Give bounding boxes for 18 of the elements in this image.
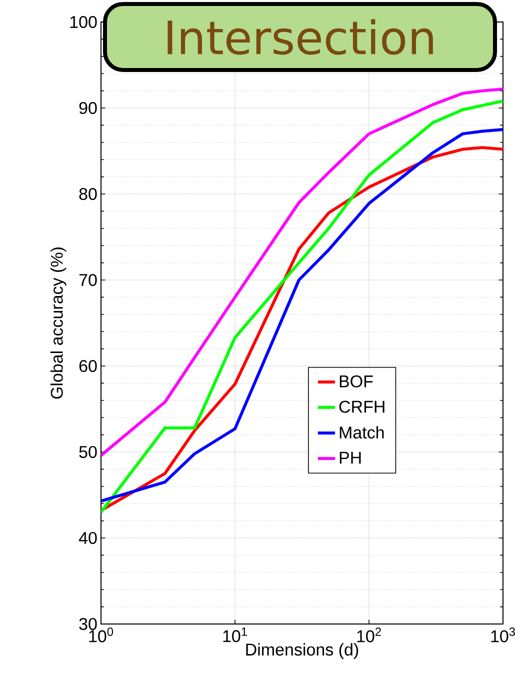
x-tick-label: 10$^{3}$	[491, 628, 515, 642]
legend-label: Match	[340, 426, 384, 439]
y-tick-label: 100	[70, 16, 97, 28]
y-tick-label: 50	[79, 446, 97, 458]
y-axis-title: Global accuracy (%)	[50, 248, 66, 399]
x-tick-label: 10$^{1}$	[223, 628, 247, 642]
legend-label: PH	[340, 452, 361, 464]
y-tick-label: 80	[79, 188, 97, 200]
legend-label: BOF	[340, 375, 373, 388]
x-axis-title: Dimensions (d)	[246, 643, 358, 659]
x-tick-label: 10$^{2}$	[357, 628, 381, 642]
legend-label: CRFH	[339, 400, 384, 413]
chart-title: Intersection	[168, 19, 433, 55]
y-tick-label: 70	[79, 274, 97, 286]
y-tick-label: 90	[79, 102, 97, 114]
y-tick-label: 40	[78, 532, 97, 544]
y-tick-label: 60	[79, 360, 97, 372]
y-tick-label: 30	[79, 618, 97, 630]
